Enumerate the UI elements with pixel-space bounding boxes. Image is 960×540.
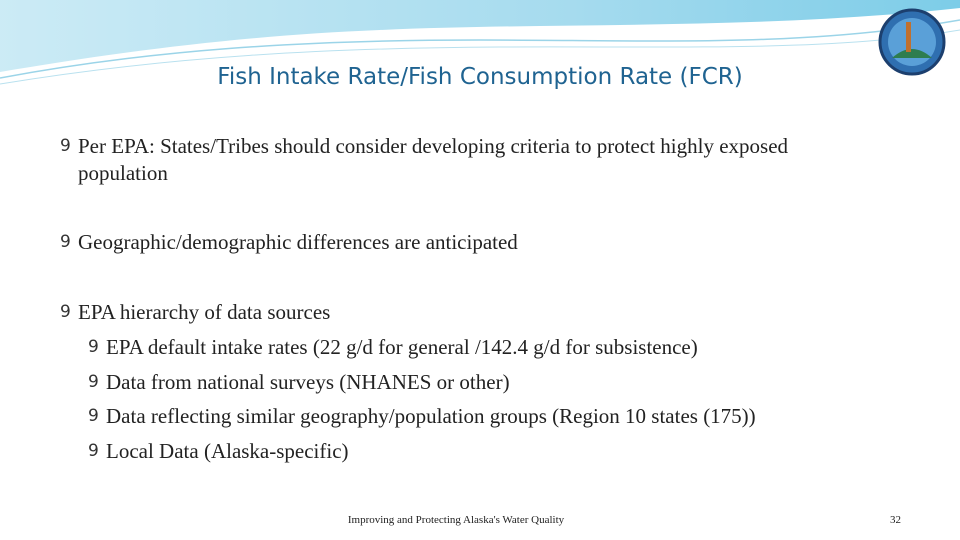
sub-bullet-text: Local Data (Alaska-specific) xyxy=(106,438,349,463)
bullet-marker: 9 xyxy=(88,406,99,426)
bullet-text: Per EPA: States/Tribes should consider d… xyxy=(78,134,789,185)
header-decoration xyxy=(0,0,960,85)
bullet-item: 9 Geographic/demographic differences are… xyxy=(60,229,880,256)
bullet-marker: 9 xyxy=(60,136,71,156)
bullet-marker: 9 xyxy=(88,371,99,392)
sub-bullet-item: 9 EPA default intake rates (22 g/d for ge… xyxy=(88,334,948,361)
sub-bullet-text: Data reflecting similar geography/popula… xyxy=(106,404,756,428)
bullet-marker: 9 xyxy=(60,302,71,322)
sub-bullet-item: 9 Data reflecting similar geography/popul… xyxy=(88,403,948,430)
bullet-item: 9 EPA hierarchy of data sources xyxy=(60,299,940,326)
page-number: 32 xyxy=(890,514,901,526)
bullet-text: Geographic/demographic differences are a… xyxy=(78,230,518,254)
bullet-marker: 9 xyxy=(60,232,71,252)
bullet-text: EPA hierarchy of data sources xyxy=(78,300,331,324)
sub-bullet-text: Data from national surveys (NHANES or ot… xyxy=(106,369,510,394)
footer-text: Improving and Protecting Alaska's Water … xyxy=(347,514,565,526)
sub-bullet-item: 9 Data from national surveys (NHANES or o… xyxy=(88,369,948,396)
sub-bullet-item: 9 Local Data (Alaska-specific) xyxy=(88,438,948,465)
bullet-marker: 9 xyxy=(88,440,99,461)
sub-bullet-text: EPA default intake rates (22 g/d for gen… xyxy=(106,335,698,359)
bullet-marker: 9 xyxy=(88,337,99,357)
bullet-item: 9 Per EPA: States/Tribes should consider… xyxy=(60,133,880,187)
slide-title: Fish Intake Rate/Fish Consumption Rate (… xyxy=(217,64,743,90)
